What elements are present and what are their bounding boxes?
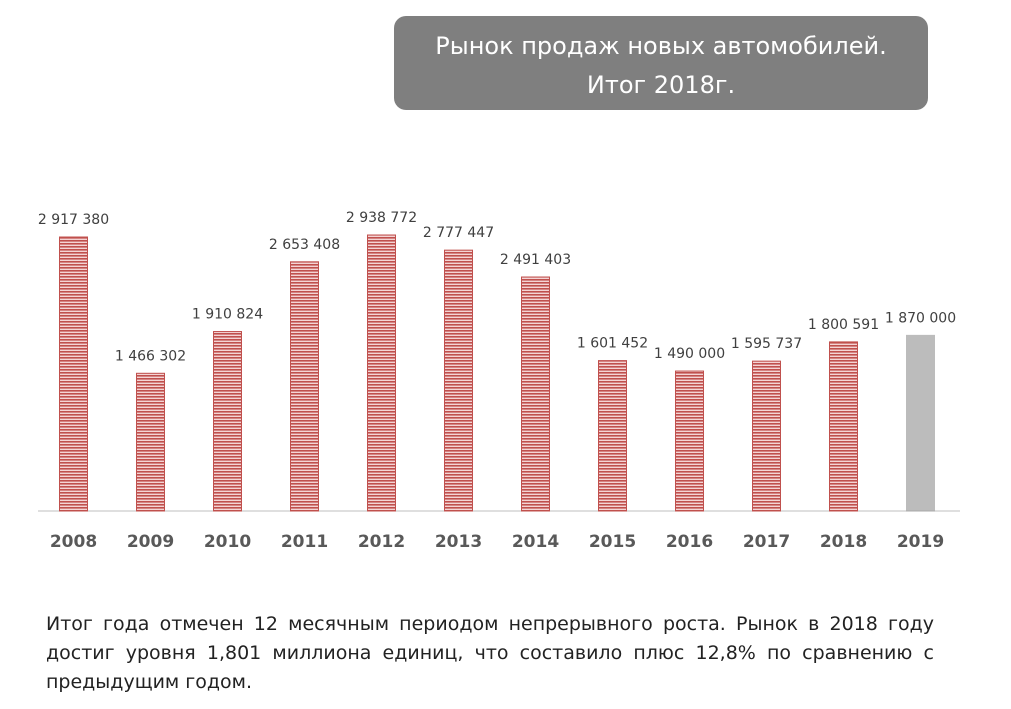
bar xyxy=(675,370,704,512)
value-label: 1 490 000 xyxy=(654,346,725,362)
value-label: 1 870 000 xyxy=(885,310,956,326)
bar xyxy=(906,334,935,512)
note: Итог года отмечен 12 месячным периодом н… xyxy=(46,613,934,693)
value-label: 2 938 772 xyxy=(346,210,417,226)
x-tick-label: 2010 xyxy=(204,532,251,552)
value-label: 1 910 824 xyxy=(192,307,263,323)
value-label: 2 653 408 xyxy=(269,237,340,253)
bar xyxy=(213,331,242,512)
value-label: 2 777 447 xyxy=(423,225,494,241)
x-tick-label: 2016 xyxy=(666,532,713,552)
x-tick-label: 2015 xyxy=(589,532,636,552)
value-label: 1 466 302 xyxy=(115,348,186,364)
bar xyxy=(367,234,396,512)
bar xyxy=(598,360,627,512)
value-label: 1 595 737 xyxy=(731,336,802,352)
bar xyxy=(59,236,88,512)
bar xyxy=(521,276,550,512)
x-tick-label: 2019 xyxy=(897,532,944,552)
chart-title: Итог 2018г. xyxy=(587,71,735,99)
bar xyxy=(290,261,319,512)
x-tick-label: 2009 xyxy=(127,532,174,552)
value-label: 1 601 452 xyxy=(577,336,648,352)
value-label: 2 917 380 xyxy=(38,212,109,228)
title-box xyxy=(394,16,928,110)
x-tick-label: 2011 xyxy=(281,532,328,552)
value-label: 1 800 591 xyxy=(808,317,879,333)
x-tick-label: 2012 xyxy=(358,532,405,552)
bar xyxy=(829,341,858,512)
bar xyxy=(444,249,473,512)
x-tick-label: 2014 xyxy=(512,532,559,552)
x-tick-label: 2008 xyxy=(50,532,97,552)
chart: Рынок продаж новых автомобилей. Итог 201… xyxy=(38,16,960,552)
x-tick-label: 2017 xyxy=(743,532,790,552)
x-tick-label: 2013 xyxy=(435,532,482,552)
chart-title: Рынок продаж новых автомобилей. xyxy=(435,32,886,60)
bar xyxy=(136,372,165,512)
x-tick-label: 2018 xyxy=(820,532,867,552)
bar xyxy=(752,360,781,512)
value-label: 2 491 403 xyxy=(500,252,571,268)
